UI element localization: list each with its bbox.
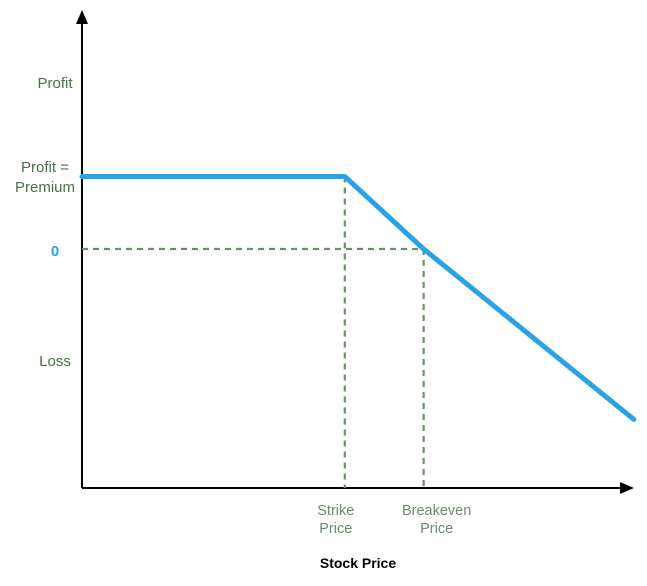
payoff-series-line (79, 174, 637, 422)
y-tick-labels: Profit Profit = Premium 0 Loss (15, 75, 75, 370)
x-tick-label-breakeven: Breakeven Price (402, 503, 471, 537)
x-axis-title: Stock Price (320, 555, 396, 571)
x-axis-arrow-icon (620, 482, 634, 494)
y-axis-arrow-icon (76, 10, 88, 24)
x-tick-label-strike: Strike Price (317, 503, 354, 537)
y-tick-label-profit: Profit (37, 75, 73, 92)
guides-layer (82, 176, 425, 488)
y-tick-label-premium: Profit = Premium (15, 159, 75, 196)
y-tick-label-zero: 0 (51, 243, 59, 260)
series-layer (79, 174, 637, 422)
x-tick-labels: Strike Price Breakeven Price (317, 503, 471, 537)
y-tick-label-loss: Loss (39, 353, 71, 370)
